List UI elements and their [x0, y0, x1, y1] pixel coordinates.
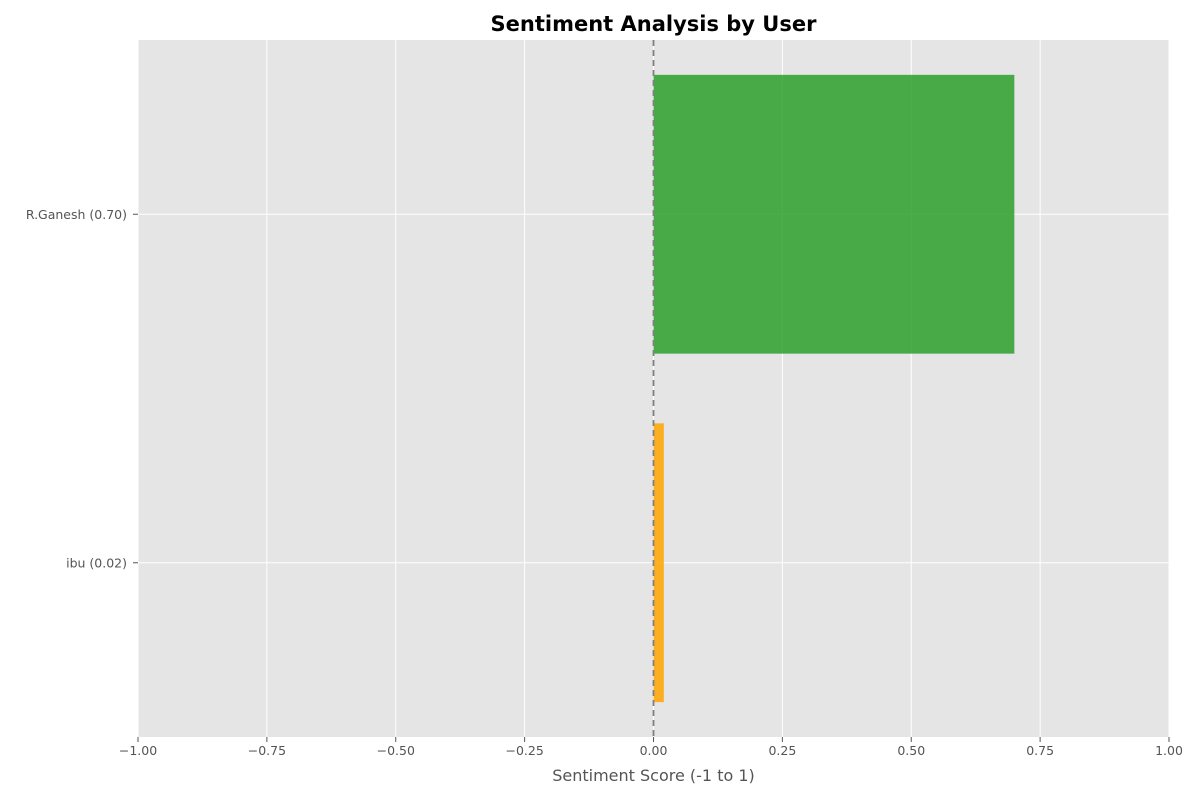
y-tick-label: R.Ganesh (0.70)	[26, 207, 127, 222]
x-tick-label: 0.50	[897, 743, 925, 758]
bars	[653, 74, 1015, 703]
x-tick-label: 1.00	[1155, 743, 1183, 758]
bar-ibu	[653, 423, 664, 703]
x-tick-label: 0.75	[1026, 743, 1054, 758]
x-tick-label: −1.00	[119, 743, 157, 758]
x-axis-label: Sentiment Score (-1 to 1)	[552, 766, 755, 785]
x-tick-label: −0.25	[505, 743, 543, 758]
chart-title: Sentiment Analysis by User	[491, 12, 818, 36]
bar-r-ganesh	[653, 74, 1015, 354]
x-tick-label: 0.00	[640, 743, 668, 758]
x-tick-label: −0.50	[377, 743, 415, 758]
y-axis-ticks: R.Ganesh (0.70) ibu (0.02)	[26, 207, 138, 570]
y-tick-label: ibu (0.02)	[66, 555, 127, 570]
x-axis-ticks: −1.00 −0.75 −0.50 −0.25 0.00 0.25 0.50 0.75 1.00	[119, 737, 1183, 758]
x-tick-label: −0.75	[248, 743, 286, 758]
x-tick-label: 0.25	[768, 743, 796, 758]
